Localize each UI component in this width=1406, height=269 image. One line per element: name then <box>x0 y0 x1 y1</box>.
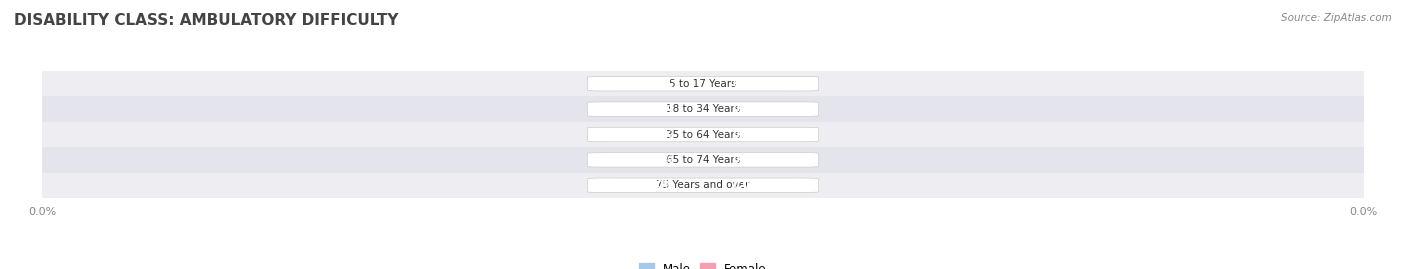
Text: 18 to 34 Years: 18 to 34 Years <box>666 104 740 114</box>
Bar <box>703 102 789 116</box>
Bar <box>617 102 703 116</box>
Text: 5 to 17 Years: 5 to 17 Years <box>669 79 737 89</box>
FancyBboxPatch shape <box>588 76 818 91</box>
Text: 0.0%: 0.0% <box>647 180 673 190</box>
Bar <box>42 96 1364 122</box>
Bar <box>42 173 1364 198</box>
Bar <box>617 153 703 167</box>
Text: 0.0%: 0.0% <box>647 155 673 165</box>
Bar <box>42 122 1364 147</box>
FancyBboxPatch shape <box>588 102 818 116</box>
Text: Source: ZipAtlas.com: Source: ZipAtlas.com <box>1281 13 1392 23</box>
FancyBboxPatch shape <box>588 178 818 193</box>
Text: 0.0%: 0.0% <box>647 79 673 89</box>
Text: 0.0%: 0.0% <box>733 79 759 89</box>
Text: 0.0%: 0.0% <box>733 155 759 165</box>
Bar <box>617 178 703 192</box>
Text: 0.0%: 0.0% <box>733 180 759 190</box>
Bar <box>703 77 789 91</box>
Bar <box>703 178 789 192</box>
Bar <box>42 147 1364 173</box>
FancyBboxPatch shape <box>588 153 818 167</box>
Text: 35 to 64 Years: 35 to 64 Years <box>666 129 740 140</box>
Text: 0.0%: 0.0% <box>647 129 673 140</box>
Text: 0.0%: 0.0% <box>733 129 759 140</box>
Bar <box>42 71 1364 96</box>
Legend: Male, Female: Male, Female <box>636 259 770 269</box>
Text: 65 to 74 Years: 65 to 74 Years <box>666 155 740 165</box>
Text: 75 Years and over: 75 Years and over <box>657 180 749 190</box>
Bar <box>617 128 703 141</box>
Text: DISABILITY CLASS: AMBULATORY DIFFICULTY: DISABILITY CLASS: AMBULATORY DIFFICULTY <box>14 13 398 29</box>
Text: 0.0%: 0.0% <box>647 104 673 114</box>
Bar <box>703 153 789 167</box>
FancyBboxPatch shape <box>588 127 818 142</box>
Bar <box>617 77 703 91</box>
Bar <box>703 128 789 141</box>
Text: 0.0%: 0.0% <box>733 104 759 114</box>
